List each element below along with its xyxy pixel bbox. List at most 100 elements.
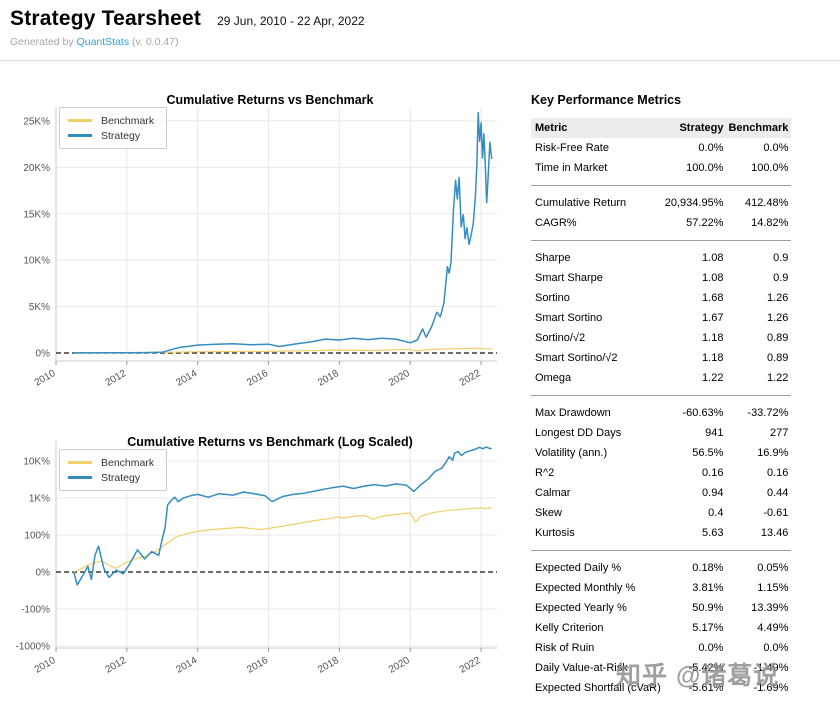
metric-row: Longest DD Days 941 277 xyxy=(531,423,791,443)
y-tick-label: 100% xyxy=(24,530,50,541)
log-returns-figure: Cumulative Returns vs Benchmark (Log Sca… xyxy=(8,435,508,688)
metric-label: R^2 xyxy=(535,467,555,479)
benchmark-value: 14.82% xyxy=(751,217,789,229)
benchmark-value: 4.49% xyxy=(757,622,789,634)
legend-label: Strategy xyxy=(101,471,141,484)
col-header-strategy: Strategy xyxy=(662,118,727,138)
x-tick-label: 2020 xyxy=(387,655,412,676)
x-tick-label: 2014 xyxy=(174,368,199,389)
metrics-table: Metric Strategy Benchmark Risk-Free Rate… xyxy=(531,118,792,698)
metric-label: Expected Daily % xyxy=(535,562,622,574)
benchmark-value: -0.61 xyxy=(763,507,789,519)
metric-row: Time in Market 100.0% 100.0% xyxy=(531,158,791,178)
strategy-value: 57.22% xyxy=(686,217,724,229)
x-tick-label: 2022 xyxy=(458,368,483,389)
benchmark-value: -1.69% xyxy=(753,682,789,694)
x-tick-label: 2018 xyxy=(316,655,341,676)
metric-label: Risk-Free Rate xyxy=(535,142,609,154)
metric-label: Expected Yearly % xyxy=(535,602,627,614)
strategy-value: 0.16 xyxy=(702,467,724,479)
metric-label: Volatility (ann.) xyxy=(535,447,608,459)
series-benchmark-line xyxy=(73,347,492,354)
legend-line-swatch xyxy=(68,119,92,122)
benchmark-value: 0.16 xyxy=(766,467,789,479)
legend-line-swatch xyxy=(68,476,92,479)
metric-label: Expected Monthly % xyxy=(535,582,636,594)
metric-row: Expected Yearly % 50.9% 13.39% xyxy=(531,598,791,618)
cumulative-chart-legend: Benchmark Strategy xyxy=(59,107,168,149)
strategy-value: 1.68 xyxy=(702,292,724,304)
benchmark-value: 13.46 xyxy=(760,527,789,539)
strategy-value: 3.81% xyxy=(692,582,724,594)
strategy-value: 0.94 xyxy=(702,487,724,499)
key-metrics-panel: Key Performance Metrics Metric Strategy … xyxy=(531,93,792,698)
y-tick-label: 25K% xyxy=(23,116,50,127)
group-separator xyxy=(531,543,792,558)
strategy-value: -5.61% xyxy=(688,682,724,694)
series-benchmark-line xyxy=(73,507,492,573)
x-tick-label: 2012 xyxy=(104,655,129,676)
x-tick-label: 2012 xyxy=(104,368,129,389)
benchmark-value: 0.9 xyxy=(773,252,789,264)
report-body: Cumulative Returns vs Benchmark 2010 2012… xyxy=(0,93,840,698)
metric-label: Longest DD Days xyxy=(535,427,622,439)
strategy-value: 1.67 xyxy=(702,312,724,324)
x-tick-label: 2022 xyxy=(458,655,483,676)
strategy-value: -60.63% xyxy=(682,407,724,419)
metric-row: R^2 0.16 0.16 xyxy=(531,463,791,483)
y-tick-label: 0% xyxy=(36,349,51,360)
metric-row: Expected Monthly % 3.81% 1.15% xyxy=(531,578,791,598)
metric-label: Skew xyxy=(535,507,562,519)
metric-label: Smart Sortino/√2 xyxy=(535,352,618,364)
y-tick-label: 0% xyxy=(36,567,51,578)
metric-label: Cumulative Return xyxy=(535,197,627,209)
metric-label: Kurtosis xyxy=(535,527,575,539)
x-tick-label: 2010 xyxy=(33,655,58,676)
legend-line-swatch xyxy=(68,461,92,464)
benchmark-value: 1.15% xyxy=(757,582,789,594)
strategy-value: 0.18% xyxy=(692,562,724,574)
metric-label: Omega xyxy=(535,372,572,384)
metric-row: Kurtosis 5.63 13.46 xyxy=(531,523,791,543)
metrics-header-row: Metric Strategy Benchmark xyxy=(531,118,792,138)
strategy-value: 5.17% xyxy=(692,622,724,634)
strategy-value: 100.0% xyxy=(686,162,724,174)
cumulative-returns-figure: Cumulative Returns vs Benchmark 2010 2012… xyxy=(8,93,508,398)
metric-label: Sharpe xyxy=(535,252,571,264)
metric-row: Calmar 0.94 0.44 xyxy=(531,483,791,503)
strategy-value: 56.5% xyxy=(692,447,724,459)
benchmark-value: 0.05% xyxy=(757,562,789,574)
metric-row: CAGR% 57.22% 14.82% xyxy=(531,213,791,233)
benchmark-value: 0.89 xyxy=(766,352,789,364)
y-tick-label: -1000% xyxy=(16,642,51,653)
benchmark-value: 1.26 xyxy=(766,292,789,304)
quantstats-link[interactable]: QuantStats xyxy=(76,36,130,48)
metrics-title: Key Performance Metrics xyxy=(531,93,682,107)
benchmark-value: -1.49% xyxy=(753,662,789,674)
strategy-value: 20,934.95% xyxy=(664,197,724,209)
benchmark-value: 1.26 xyxy=(766,312,789,324)
metric-label: Sortino xyxy=(535,292,570,304)
metric-row: Expected Shortfall (cVaR) -5.61% -1.69% xyxy=(531,678,791,698)
strategy-value: -5.42% xyxy=(688,662,724,674)
metric-row: Sortino/√2 1.18 0.89 xyxy=(531,328,791,348)
strategy-value: 941 xyxy=(705,427,724,439)
y-tick-label: 1K% xyxy=(29,493,50,504)
metric-row: Volatility (ann.) 56.5% 16.9% xyxy=(531,443,791,463)
metric-row: Expected Daily % 0.18% 0.05% xyxy=(531,558,791,578)
strategy-value: 1.08 xyxy=(702,272,724,284)
generator-version: (v. 0.0.47) xyxy=(132,36,179,48)
strategy-value: 1.08 xyxy=(702,252,724,264)
metric-row: Smart Sortino 1.67 1.26 xyxy=(531,308,791,328)
benchmark-value: 277 xyxy=(770,427,789,439)
y-tick-label: -100% xyxy=(21,604,50,615)
strategy-value: 1.18 xyxy=(702,352,724,364)
header-divider xyxy=(0,60,840,61)
group-separator xyxy=(531,388,792,403)
y-tick-label: 15K% xyxy=(23,209,50,220)
strategy-value: 50.9% xyxy=(692,602,724,614)
metric-row: Omega 1.22 1.22 xyxy=(531,368,791,388)
legend-label: Benchmark xyxy=(101,456,155,469)
strategy-value: 5.63 xyxy=(702,527,724,539)
metric-row: Risk of Ruin 0.0% 0.0% xyxy=(531,638,791,658)
